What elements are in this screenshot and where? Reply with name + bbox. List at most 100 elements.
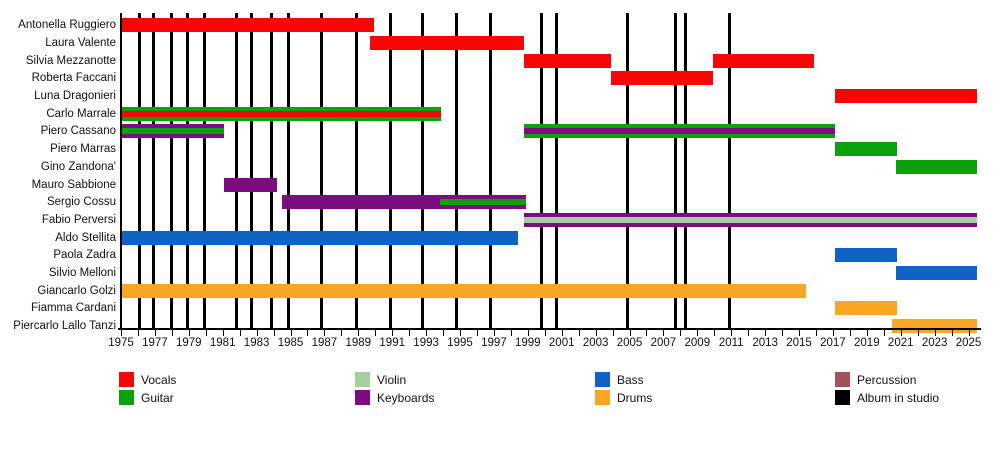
album-in-studio-line [555,13,559,328]
x-axis-tick [815,330,817,336]
legend-label: Bass [617,373,644,387]
member-label: Silvio Melloni [48,266,116,279]
member-label: Fiamma Cardani [31,302,116,315]
x-axis-tick [137,330,139,336]
x-axis-tick-label: 2017 [820,337,846,349]
x-axis-tick-label: 2025 [955,337,982,349]
member-label: Luna Dragonieri [34,90,116,103]
timeline-bar-bass [895,265,977,280]
x-axis-tick [748,330,750,336]
timeline-bar-stripe-guitar [439,199,527,206]
timeline-bar-stripe-violin [524,216,977,223]
album-in-studio-line [138,13,142,328]
legend-swatch-percussion [835,372,850,387]
album-in-studio-line [626,13,630,328]
album-in-studio-line [355,13,359,328]
x-axis-tick [900,330,902,336]
album-in-studio-line [151,13,155,328]
x-axis-tick [782,330,784,336]
x-axis-tick-label: 1999 [515,337,541,349]
x-axis-tick [883,330,885,336]
legend-swatch-album [835,390,850,405]
album-in-studio-line [421,13,425,328]
x-axis-tick [951,330,953,336]
legend-label: Vocals [141,373,177,387]
x-axis-tick [392,330,394,336]
member-label: Piero Cassano [40,125,116,138]
x-axis-tick [680,330,682,336]
x-axis-tick [222,330,224,336]
legend-swatch-violin [355,372,370,387]
x-axis-tick [527,330,529,336]
album-in-studio-line [673,13,677,328]
member-label: Paola Zadra [53,249,116,262]
x-axis-tick [510,330,512,336]
x-axis-tick-label: 2015 [786,337,812,349]
x-axis-tick [188,330,190,336]
album-in-studio-line [728,13,732,328]
x-axis-tick-label: 2019 [854,337,880,349]
timeline-bar-guitar [834,142,898,157]
x-axis-tick [239,330,241,336]
legend-swatch-keyboards [355,390,370,405]
member-label: Giancarlo Golzi [37,284,116,297]
x-axis-tick [663,330,665,336]
member-label: Carlo Marrale [46,107,116,120]
album-in-studio-line [234,13,238,328]
timeline-bar-keyboards [282,195,527,210]
x-axis-tick-label: 1981 [209,337,236,349]
legend-label: Keyboards [377,391,435,405]
x-axis-tick [426,330,428,336]
x-axis-tick-label: 1989 [345,337,372,349]
x-axis-tick [731,330,733,336]
x-axis-tick [832,330,834,336]
timeline-bar-stripe-vocals [121,110,442,117]
member-label: Silvia Mezzanotte [25,54,116,67]
x-axis-tick [968,330,970,336]
x-axis-tick-label: 2007 [650,337,677,349]
x-axis-spine [118,328,981,330]
x-axis-tick-label: 2009 [684,337,711,349]
x-axis-tick [375,330,377,336]
timeline-bar-keyboards [524,212,977,227]
x-axis-tick [629,330,631,336]
timeline-bar-vocals [524,53,611,68]
member-label: Laura Valente [45,37,116,50]
member-label: Roberta Faccani [31,72,116,85]
x-axis-tick [849,330,851,336]
album-in-studio-line [683,13,687,328]
timeline-bar-drums [121,283,806,298]
x-axis-tick [324,330,326,336]
timeline-bar-guitar [524,124,835,139]
x-axis-tick [256,330,258,336]
x-axis-tick [121,330,122,336]
x-axis-tick [612,330,614,336]
x-axis-tick-label: 2005 [616,337,643,349]
member-label: Piero Marras [50,143,116,156]
legend-label: Percussion [857,373,917,387]
timeline-bar-guitar [895,159,977,174]
album-in-studio-line [170,13,174,328]
x-axis-tick-label: 1975 [108,337,134,349]
x-axis-tick-label: 1995 [447,337,473,349]
member-label: Fabio Perversi [41,213,116,226]
x-axis-tick [934,330,936,336]
x-axis-tick [765,330,767,336]
member-label: Gino Zandona' [40,160,116,173]
legend-swatch-bass [595,372,610,387]
timeline-bar-vocals [370,36,525,51]
x-axis-tick-label: 1987 [311,337,338,349]
member-label: Piercarlo Lallo Tanzi [13,319,116,332]
x-axis-tick [171,330,173,336]
member-label: Aldo Stellita [55,231,116,244]
timeline-bar-drums [834,301,898,316]
member-label: Mauro Sabbione [31,178,116,191]
y-axis-spine [120,13,122,328]
x-axis-tick [646,330,648,336]
x-axis-tick [443,330,445,336]
x-axis-tick-label: 1997 [481,337,507,349]
x-axis-tick [460,330,461,336]
timeline-bar-keyboards [121,124,225,139]
legend-swatch-vocals [119,372,134,387]
